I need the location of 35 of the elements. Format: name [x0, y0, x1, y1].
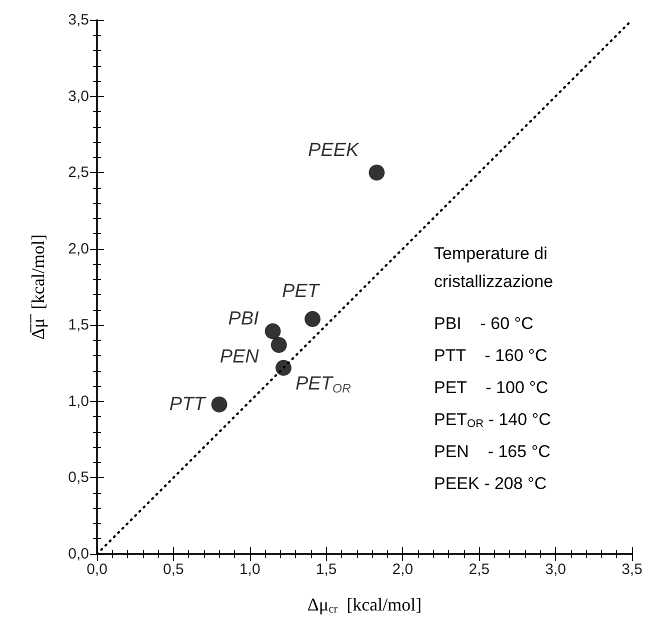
- y-axis-title: Δ̅μ̅ [kcal/mol]: [28, 234, 48, 340]
- annotation: PBI - 60 °C: [434, 314, 534, 333]
- point: [270, 336, 287, 353]
- annotation: PTT - 160 °C: [434, 346, 548, 365]
- series-label: PEEK: [308, 140, 360, 162]
- point: [211, 396, 228, 412]
- series-label: PTT: [169, 394, 207, 415]
- series-label: PEN: [220, 346, 260, 368]
- x-tick-label: 1,5: [316, 561, 337, 578]
- x-tick-label: 1,0: [239, 561, 260, 578]
- y-tick-label: 3,0: [68, 88, 89, 105]
- y-tick-label: 0,0: [68, 546, 89, 562]
- annotation: cristallizzazione: [434, 272, 554, 291]
- annotation: PEN - 165 °C: [434, 442, 550, 461]
- point: [304, 311, 321, 328]
- y-tick-label: 2,5: [68, 164, 89, 182]
- x-tick-label: 3,0: [545, 561, 566, 578]
- point: [276, 360, 292, 376]
- point: [368, 164, 385, 181]
- annotation: PEEK - 208 °C: [434, 474, 547, 493]
- y-tick-label: 0,5: [68, 469, 89, 486]
- x-tick-label: 2,5: [468, 561, 490, 578]
- series-label: PBI: [228, 308, 260, 330]
- x-tick-label: 2,0: [392, 561, 414, 578]
- y-tick-label: 3,5: [68, 12, 89, 28]
- x-tick-label: 0,5: [163, 561, 184, 578]
- x-tick-label: 3,5: [622, 561, 642, 578]
- series-label: PET: [282, 281, 320, 302]
- point: [264, 323, 281, 340]
- y-tick-label: 1,0: [68, 392, 89, 410]
- x-tick-label: 0,0: [86, 561, 108, 578]
- y-tick-label: 1,5: [68, 316, 89, 334]
- annotation: Temperature di: [434, 244, 548, 263]
- annotation: PET - 100 °C: [434, 378, 548, 397]
- y-tick-label: 2,0: [68, 240, 89, 258]
